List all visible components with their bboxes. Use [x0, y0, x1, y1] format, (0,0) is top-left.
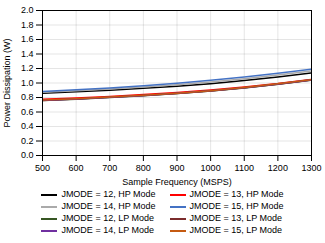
svg-text:1.2: 1.2	[21, 63, 34, 73]
html-text:JMODE = 12, LP Mode: JMODE = 12, LP Mode	[61, 213, 154, 223]
svg-text:600: 600	[69, 163, 84, 173]
svg-text:0.4: 0.4	[21, 121, 34, 131]
svg-text:500: 500	[35, 163, 50, 173]
svg-text:900: 900	[169, 163, 184, 173]
html-text:JMODE = 15, HP Mode: JMODE = 15, HP Mode	[189, 201, 284, 211]
svg-text:0.0: 0.0	[21, 150, 34, 160]
svg-text:800: 800	[136, 163, 151, 173]
svg-text:1000: 1000	[201, 163, 221, 173]
svg-text:1.6: 1.6	[21, 34, 34, 44]
svg-text:Power Dissipation (W): Power Dissipation (W)	[2, 38, 12, 127]
html-text:JMODE = 13, HP Mode: JMODE = 13, HP Mode	[189, 189, 284, 199]
svg-text:Sample Frequency (MSPS): Sample Frequency (MSPS)	[122, 177, 232, 187]
svg-text:1.0: 1.0	[21, 78, 34, 88]
html-text:JMODE = 13, LP Mode: JMODE = 13, LP Mode	[189, 213, 283, 223]
svg-text:1.4: 1.4	[21, 49, 34, 59]
svg-text:700: 700	[102, 163, 117, 173]
svg-text:0.8: 0.8	[21, 92, 34, 102]
svg-text:0.2: 0.2	[21, 136, 34, 146]
svg-text:1300: 1300	[301, 163, 321, 173]
svg-text:1.8: 1.8	[21, 20, 34, 30]
svg-text:1100: 1100	[235, 163, 254, 173]
html-text:JMODE = 14, HP Mode: JMODE = 14, HP Mode	[61, 201, 156, 211]
html-text:JMODE = 14, LP Mode: JMODE = 14, LP Mode	[61, 225, 154, 235]
html-text:JMODE = 12, HP Mode: JMODE = 12, HP Mode	[61, 189, 156, 199]
svg-text:1200: 1200	[268, 163, 288, 173]
svg-text:2.0: 2.0	[21, 5, 34, 15]
html-text:JMODE = 15, LP Mode: JMODE = 15, LP Mode	[189, 225, 283, 235]
svg-text:0.6: 0.6	[21, 107, 34, 117]
